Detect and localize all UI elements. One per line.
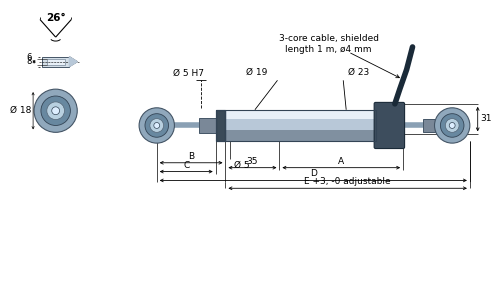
Ellipse shape <box>41 96 70 125</box>
Text: 35: 35 <box>246 157 258 166</box>
Bar <box>226 119 376 130</box>
Text: 8: 8 <box>26 57 32 66</box>
Bar <box>422 118 434 132</box>
Bar <box>47 59 64 64</box>
Ellipse shape <box>139 108 174 143</box>
Text: 3-core cable, shielded
length 1 m, ø4 mm: 3-core cable, shielded length 1 m, ø4 mm <box>278 34 378 54</box>
Bar <box>216 110 376 141</box>
Ellipse shape <box>52 107 60 115</box>
Polygon shape <box>70 57 78 67</box>
Text: E +3, -0 adjustable: E +3, -0 adjustable <box>304 177 391 186</box>
Ellipse shape <box>446 118 459 132</box>
Ellipse shape <box>440 114 464 137</box>
Ellipse shape <box>449 122 455 128</box>
Text: 26°: 26° <box>46 14 66 23</box>
Bar <box>216 110 226 141</box>
Bar <box>226 110 376 119</box>
Bar <box>226 130 376 141</box>
Text: B: B <box>188 152 194 161</box>
Text: Ø 18: Ø 18 <box>10 106 31 115</box>
Text: Ø 5 H7: Ø 5 H7 <box>174 68 204 77</box>
Ellipse shape <box>34 89 78 132</box>
Text: Ø 23: Ø 23 <box>348 68 370 76</box>
FancyBboxPatch shape <box>374 102 404 148</box>
Text: 31: 31 <box>480 114 492 123</box>
Ellipse shape <box>145 114 169 137</box>
Ellipse shape <box>434 108 470 143</box>
Bar <box>42 57 70 67</box>
Text: Ø 19: Ø 19 <box>246 68 268 76</box>
Ellipse shape <box>47 102 64 120</box>
Text: D: D <box>310 169 316 178</box>
Text: 6: 6 <box>26 53 32 62</box>
Ellipse shape <box>150 118 164 132</box>
Text: A: A <box>338 157 344 166</box>
Ellipse shape <box>154 122 160 128</box>
Text: Ø 5: Ø 5 <box>234 161 250 170</box>
Text: C: C <box>183 160 190 169</box>
Bar <box>199 118 216 133</box>
